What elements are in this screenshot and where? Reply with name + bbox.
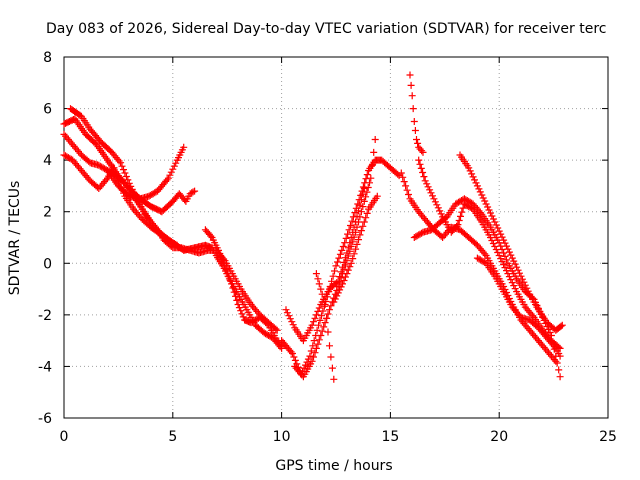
x-axis-label: GPS time / hours [275,458,392,474]
data-point-markers [410,195,564,381]
y-tick-label: -6 [38,411,52,427]
data-point-markers [278,156,403,378]
data-point-markers [415,156,564,352]
series-arc-10 [312,270,338,383]
data-point-markers [291,136,379,381]
x-tick-label: 5 [168,429,177,445]
data-point-markers [104,143,188,203]
series-arc-4 [104,143,188,203]
y-tick-label: 0 [43,256,52,272]
plot-frame [63,56,609,419]
series-arc-16 [410,195,564,381]
data-point-markers [312,270,338,383]
series-arc-12 [406,71,427,156]
series-arc-11 [330,192,381,306]
series-arc-7 [278,156,403,378]
data-point-markers [282,185,368,345]
series-arc-6 [201,226,286,350]
data-point-markers [473,254,564,360]
x-tick-label: 0 [60,429,69,445]
data-point-markers [67,105,281,334]
series-arc-8 [291,136,379,381]
y-tick-label: 4 [43,153,52,169]
x-tick-label: 20 [490,429,508,445]
y-tick-label: -2 [38,308,52,324]
data-point-markers [406,71,427,156]
data-point-markers [201,226,286,350]
y-tick-label: 8 [43,50,52,66]
grid [64,57,608,418]
y-tick-label: -4 [38,359,52,375]
y-tick-label: 2 [43,205,52,221]
series-arc-14 [397,169,560,365]
y-tick-label: 6 [43,102,52,118]
series-arc-17 [473,254,564,360]
y-axis-label: SDTVAR / TECUs [7,181,23,296]
series-arc-5 [67,105,281,334]
series-arc-9 [282,185,368,345]
x-tick-label: 25 [599,429,617,445]
x-tick-label: 10 [273,429,291,445]
data-marks [60,71,566,383]
x-tick-label: 15 [381,429,399,445]
data-point-markers [397,169,560,365]
data-point-markers [330,192,381,306]
axis-ticks: 0 5 10 15 20 25 -6 -4 -2 0 2 4 6 8 [38,50,617,445]
chart-title: Day 083 of 2026, Sidereal Day-to-day VTE… [46,21,606,37]
series-arc-13 [415,156,564,352]
